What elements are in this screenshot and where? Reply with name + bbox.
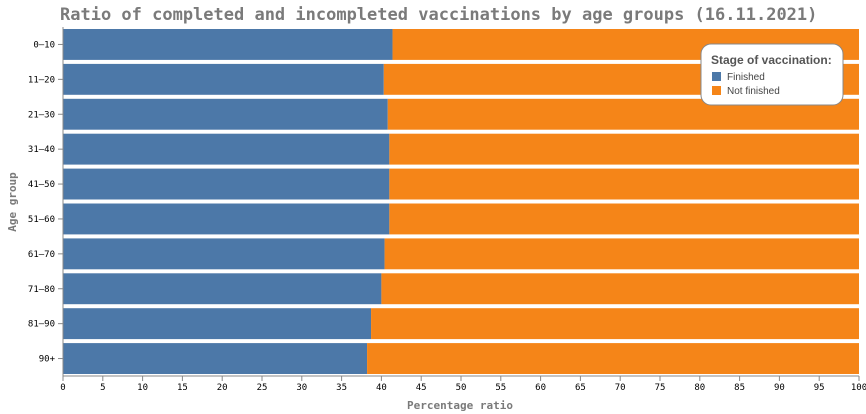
legend-label-not-finished: Not finished	[727, 86, 780, 97]
x-tick-label: 65	[575, 383, 586, 393]
x-tick-label: 50	[456, 383, 467, 393]
bar-not-finished-3	[389, 133, 859, 165]
bar-not-finished-5	[389, 203, 859, 235]
y-axis: 0–10 11–20 21–30 31–40 41–50 51–60 61–70 71–80 8…	[28, 27, 64, 376]
x-tick-label: 95	[814, 383, 825, 393]
x-tick-label: 20	[217, 383, 228, 393]
x-tick-label: 15	[177, 383, 188, 393]
legend: Stage of vaccination: Finished Not finis…	[700, 43, 844, 106]
y-tick-label: 11–20	[28, 75, 55, 85]
chart-title: Ratio of completed and incompleted vacci…	[60, 5, 817, 25]
legend-swatch-finished	[712, 72, 721, 81]
y-tick-label: 81–90	[28, 320, 55, 330]
legend-swatch-not-finished	[712, 86, 721, 95]
x-tick-label: 85	[734, 383, 745, 393]
x-tick-label: 40	[376, 383, 387, 393]
bar-finished-1	[63, 63, 384, 95]
x-tick-label: 100	[851, 383, 866, 393]
x-axis-title: Percentage ratio	[407, 399, 513, 412]
bar-finished-8	[63, 308, 372, 340]
x-tick-label: 10	[137, 383, 148, 393]
y-tick-label: 61–70	[28, 250, 55, 260]
x-tick-label: 35	[336, 383, 347, 393]
bar-finished-0	[63, 29, 393, 60]
bar-finished-2	[63, 98, 388, 130]
x-tick-label: 0	[60, 383, 65, 393]
bar-not-finished-6	[384, 238, 859, 270]
bar-not-finished-9	[367, 343, 859, 374]
x-tick-label: 60	[535, 383, 546, 393]
bar-finished-3	[63, 133, 390, 165]
legend-box	[700, 43, 844, 106]
x-tick-label: 45	[416, 383, 427, 393]
x-tick-label: 55	[495, 383, 506, 393]
x-tick-label: 30	[296, 383, 307, 393]
y-tick-label: 21–30	[28, 110, 55, 120]
x-tick-label: 75	[655, 383, 666, 393]
bar-finished-6	[63, 238, 385, 270]
y-tick-label: 0–10	[33, 40, 55, 50]
bar-not-finished-8	[371, 308, 859, 340]
bar-finished-4	[63, 168, 390, 200]
bar-finished-7	[63, 273, 382, 305]
x-tick-label: 90	[774, 383, 785, 393]
x-tick-label: 80	[694, 383, 705, 393]
x-tick-label: 5	[100, 383, 105, 393]
y-tick-label: 41–50	[28, 180, 55, 190]
y-tick-label: 90+	[39, 355, 56, 365]
y-axis-title: Age group	[6, 172, 19, 232]
bar-not-finished-4	[389, 168, 859, 200]
bar-finished-5	[63, 203, 390, 235]
bar-finished-9	[63, 343, 368, 374]
x-tick-label: 70	[615, 383, 626, 393]
bar-not-finished-7	[381, 273, 859, 305]
legend-title: Stage of vaccination:	[711, 53, 832, 67]
y-tick-label: 31–40	[28, 145, 55, 155]
legend-label-finished: Finished	[727, 72, 765, 83]
x-axis: 0 5 10 15 20 25 30 35 40 45 50 55 60 65 70 75 80 85 90 95 10…	[60, 375, 866, 393]
x-tick-label: 25	[257, 383, 268, 393]
y-tick-label: 71–80	[28, 285, 55, 295]
y-tick-label: 51–60	[28, 215, 55, 225]
